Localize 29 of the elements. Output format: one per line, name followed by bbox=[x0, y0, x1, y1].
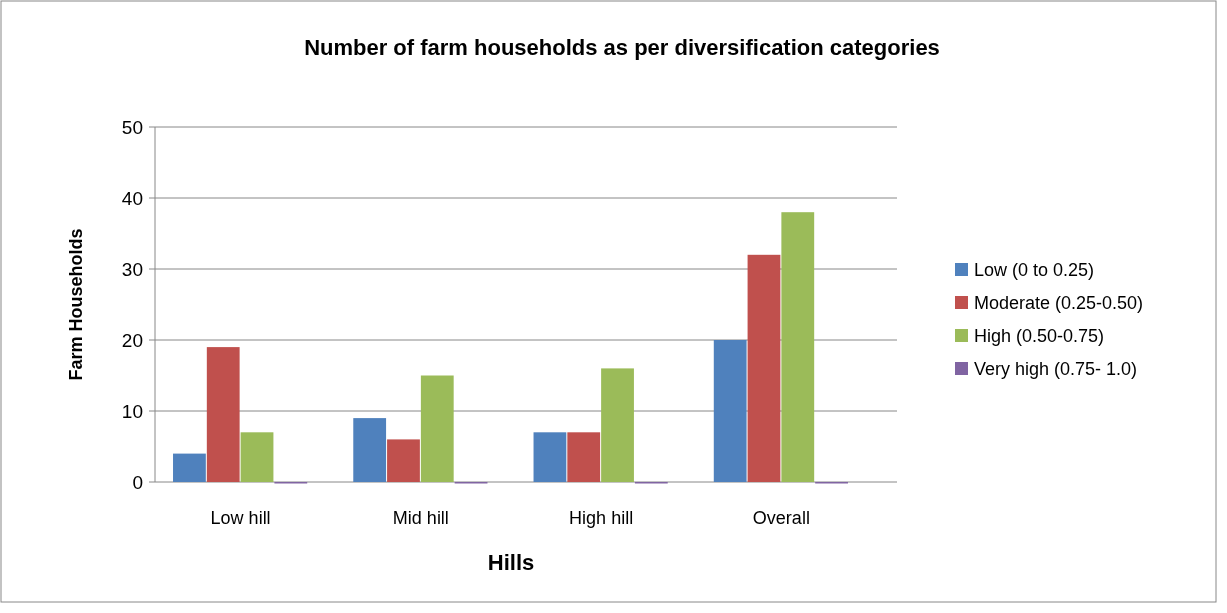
bar bbox=[387, 439, 420, 482]
bar bbox=[173, 453, 206, 482]
x-tick-label: Mid hill bbox=[392, 508, 449, 528]
bar bbox=[206, 347, 240, 482]
x-tick-label: Low hill bbox=[210, 508, 271, 528]
x-tick-label: Overall bbox=[752, 508, 810, 528]
bar bbox=[533, 432, 567, 482]
bar bbox=[713, 340, 747, 482]
bar bbox=[567, 432, 601, 482]
bar bbox=[601, 368, 634, 482]
legend-label: Low (0 to 0.25) bbox=[974, 260, 1095, 281]
y-axis-title: Farm Households bbox=[66, 228, 86, 381]
x-tick-label: High hill bbox=[569, 508, 634, 528]
legend-label: Moderate (0.25-0.50) bbox=[974, 293, 1144, 314]
y-tick-label: 40 bbox=[121, 187, 143, 209]
bar bbox=[420, 375, 454, 482]
legend-label: Very high (0.75- 1.0) bbox=[974, 359, 1138, 380]
y-tick-label: 10 bbox=[121, 400, 143, 422]
chart-title: Number of farm households as per diversification categories bbox=[304, 35, 940, 60]
y-tick-label: 0 bbox=[132, 471, 143, 493]
bar bbox=[240, 432, 274, 482]
y-tick-label: 30 bbox=[121, 258, 143, 280]
bar bbox=[353, 418, 387, 482]
bar bbox=[781, 212, 815, 482]
legend-label: High (0.50-0.75) bbox=[974, 326, 1105, 347]
x-axis-title: Hills bbox=[487, 550, 535, 575]
bar bbox=[747, 254, 781, 482]
y-tick-label: 20 bbox=[121, 329, 143, 351]
y-tick-label: 50 bbox=[121, 116, 143, 138]
